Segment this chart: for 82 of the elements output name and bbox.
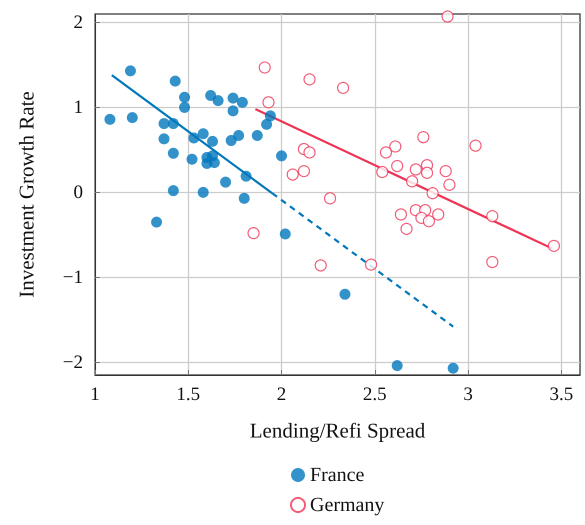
point [303, 146, 316, 159]
point [168, 118, 179, 130]
point [238, 192, 250, 204]
point [280, 228, 291, 240]
point [443, 178, 456, 191]
point [233, 130, 244, 141]
point [247, 227, 260, 240]
point [364, 258, 378, 271]
point [337, 82, 350, 94]
point [303, 73, 316, 86]
x-tick-label: 1.5 [176, 384, 200, 405]
point [168, 185, 179, 196]
point [212, 95, 224, 106]
point [422, 215, 436, 228]
point [158, 118, 170, 130]
point [258, 61, 271, 74]
point [380, 146, 392, 159]
point [252, 130, 263, 141]
point [236, 96, 248, 108]
point [376, 166, 388, 178]
y-tick-label: 2 [74, 12, 83, 33]
point [400, 222, 413, 235]
point [264, 110, 276, 122]
point [188, 132, 200, 144]
point [205, 90, 216, 102]
point [198, 128, 209, 140]
point [207, 136, 218, 147]
point [276, 150, 288, 162]
y-tick-label: 0 [74, 182, 83, 203]
x-tick-label: 3 [463, 384, 473, 405]
legend-label: Germany [310, 494, 384, 516]
point [410, 163, 422, 176]
point [286, 168, 299, 181]
point [420, 166, 434, 179]
x-tick-label: 2 [276, 384, 286, 405]
point [151, 216, 162, 228]
point [170, 76, 181, 87]
point [262, 96, 275, 108]
point [186, 154, 198, 165]
point [124, 65, 136, 76]
point [228, 105, 239, 116]
point [104, 114, 116, 125]
point [179, 102, 190, 113]
point [426, 187, 439, 200]
point [339, 288, 350, 300]
point [240, 170, 252, 182]
point [394, 208, 408, 221]
point [179, 92, 190, 103]
point [391, 160, 404, 172]
x-axis-title: Lending/Refi Spread [250, 418, 426, 442]
point [448, 362, 459, 374]
point [440, 165, 452, 178]
x-tick-label: 3.5 [549, 384, 574, 405]
point [298, 165, 310, 178]
point [226, 135, 237, 146]
point [486, 256, 498, 268]
x-tick-label: 1 [90, 384, 100, 405]
point [392, 360, 403, 372]
x-tick-label: 2.5 [362, 384, 387, 405]
point [314, 259, 327, 272]
y-tick-label: −2 [62, 352, 83, 373]
point [406, 175, 418, 188]
y-tick-label: 1 [74, 96, 83, 118]
point [126, 112, 138, 124]
point [198, 186, 209, 198]
point [168, 148, 179, 159]
y-tick-label: −1 [62, 266, 83, 288]
point [220, 176, 232, 188]
legend-label: France [310, 464, 365, 486]
point [432, 208, 444, 221]
point [486, 210, 498, 222]
point [324, 192, 336, 204]
point [208, 157, 220, 168]
point [389, 140, 402, 153]
point [261, 118, 272, 130]
point [441, 10, 454, 23]
point [469, 140, 482, 152]
point [158, 133, 170, 144]
y-axis-title: Investment Growth Rate [14, 91, 38, 298]
point [417, 131, 430, 144]
point [548, 240, 560, 252]
point [228, 92, 239, 104]
